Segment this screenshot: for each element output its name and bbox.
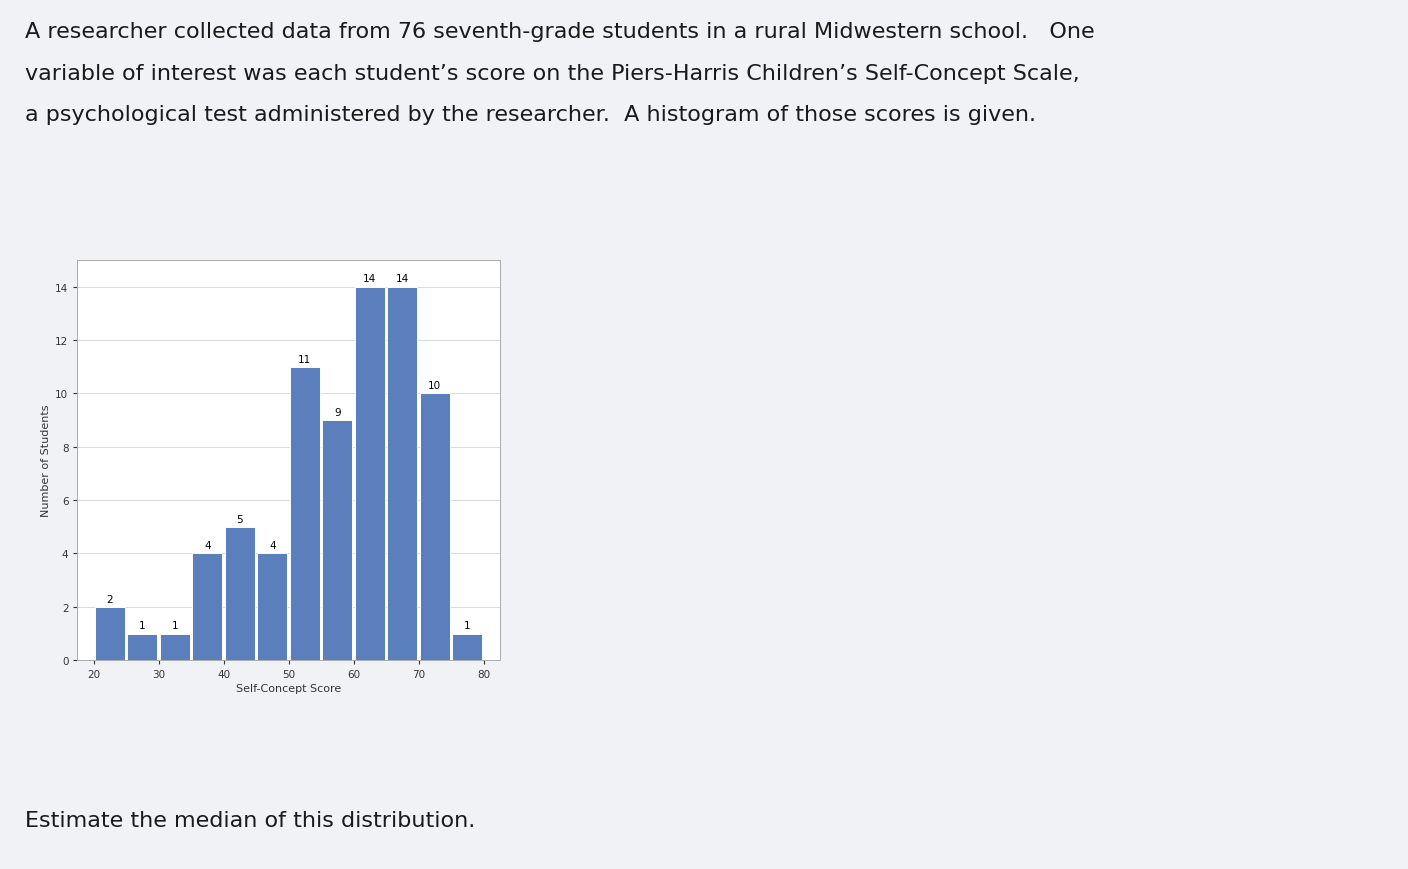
Text: 2: 2 [107, 594, 113, 604]
X-axis label: Self-Concept Score: Self-Concept Score [237, 684, 341, 693]
Bar [225, 527, 255, 660]
Text: 1: 1 [465, 620, 470, 631]
Text: 4: 4 [204, 541, 211, 551]
Text: 9: 9 [334, 408, 341, 417]
Bar [161, 634, 190, 660]
Y-axis label: Number of Students: Number of Students [41, 404, 51, 517]
Text: 14: 14 [363, 274, 376, 284]
Bar [258, 554, 287, 660]
Bar [387, 288, 417, 660]
Text: 5: 5 [237, 514, 244, 524]
Bar [420, 394, 449, 660]
Text: A researcher collected data from 76 seventh-grade students in a rural Midwestern: A researcher collected data from 76 seve… [25, 22, 1095, 42]
Bar [355, 288, 384, 660]
Text: 1: 1 [139, 620, 146, 631]
Text: a psychological test administered by the researcher.  A histogram of those score: a psychological test administered by the… [25, 105, 1036, 125]
Bar [193, 554, 222, 660]
Text: Estimate the median of this distribution.: Estimate the median of this distribution… [25, 810, 476, 830]
Text: 14: 14 [396, 274, 408, 284]
Bar [452, 634, 483, 660]
Text: 4: 4 [269, 541, 276, 551]
Bar [128, 634, 158, 660]
Text: 11: 11 [298, 354, 311, 364]
Bar [290, 368, 320, 660]
Text: 1: 1 [172, 620, 179, 631]
Text: 10: 10 [428, 381, 442, 391]
Bar [322, 421, 352, 660]
Bar [94, 607, 125, 660]
Text: variable of interest was each student’s score on the Piers-Harris Children’s Sel: variable of interest was each student’s … [25, 63, 1080, 83]
